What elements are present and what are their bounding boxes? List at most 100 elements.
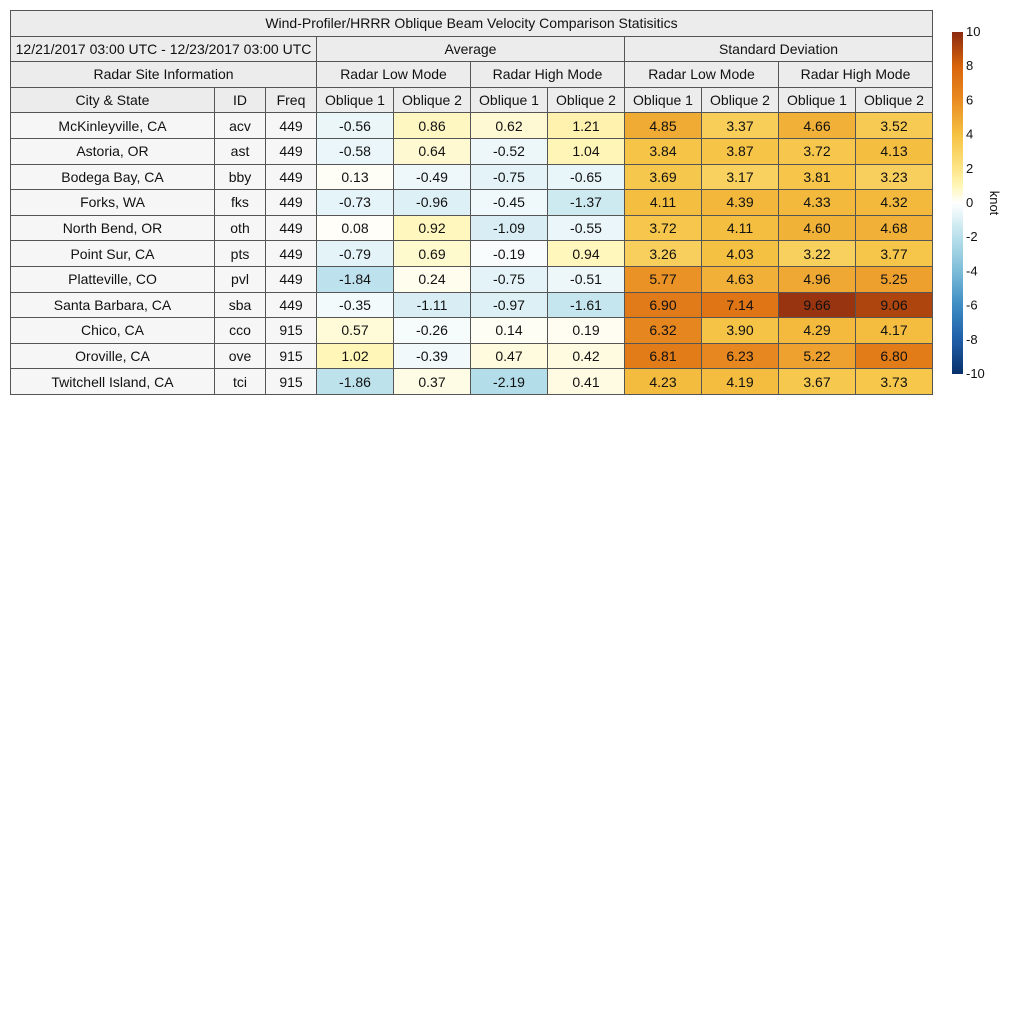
value-cell: 0.37 [393,368,471,395]
colorbar-tick-label: 4 [966,127,973,142]
colorbar-tick-label: 8 [966,58,973,73]
site-city-cell: Astoria, OR [10,137,215,165]
colorbar-tick-label: -4 [966,263,978,278]
value-cell: 3.72 [778,137,856,165]
value-cell: -0.75 [470,265,548,293]
value-cell: -0.52 [470,137,548,165]
value-cell: 0.24 [393,265,471,293]
group-header-row: 12/21/2017 03:00 UTC - 12/23/2017 03:00 … [10,35,933,63]
site-freq-cell: 449 [265,214,317,242]
value-cell: 3.37 [701,112,779,139]
value-cell: 6.32 [624,317,702,344]
value-cell: -0.35 [316,291,394,319]
value-cell: 4.63 [701,265,779,293]
table-row: Platteville, CO pvl 449 -1.84 0.24 -0.75 -0.51… [10,265,933,293]
value-cell: 0.92 [393,214,471,242]
colorbar-tick-label: 0 [966,195,973,210]
site-city-cell: Platteville, CO [10,265,215,293]
value-cell: -0.45 [470,189,548,216]
value-cell: -1.86 [316,368,394,395]
value-cell: 3.81 [778,163,856,191]
value-cell: 5.25 [855,265,933,293]
value-cell: 0.47 [470,342,548,370]
site-city-cell: North Bend, OR [10,214,215,242]
site-id-cell: pvl [214,265,266,293]
table-row: Chico, CA cco 915 0.57 -0.26 0.14 0.19 6.32 3.90… [10,317,933,344]
site-city-cell: Twitchell Island, CA [10,368,215,395]
value-cell: 3.90 [701,317,779,344]
value-cell: 4.11 [701,214,779,242]
value-cell: -0.26 [393,317,471,344]
value-cell: 3.84 [624,137,702,165]
value-cell: 4.32 [855,189,933,216]
value-cell: 4.29 [778,317,856,344]
value-cell: 0.62 [470,112,548,139]
value-cell: 3.73 [855,368,933,395]
site-id-cell: pts [214,240,266,267]
value-cell: 0.08 [316,214,394,242]
value-cell: 3.69 [624,163,702,191]
value-cell: -1.61 [547,291,625,319]
value-cell: 4.13 [855,137,933,165]
value-cell: 4.19 [701,368,779,395]
statistics-table: Wind-Profiler/HRRR Oblique Beam Velocity… [10,10,933,395]
value-cell: 4.96 [778,265,856,293]
title-row: Wind-Profiler/HRRR Oblique Beam Velocity… [10,10,933,37]
colorbar-tick-label: 10 [966,24,980,39]
site-city-cell: McKinleyville, CA [10,112,215,139]
column-header-row: City & State ID Freq Oblique 1 Oblique 2… [10,86,933,114]
site-freq-cell: 915 [265,368,317,395]
colorbar-tick-label: 2 [966,161,973,176]
site-freq-cell: 449 [265,265,317,293]
avg-low-mode-header: Radar Low Mode [316,61,471,88]
site-freq-cell: 915 [265,342,317,370]
value-cell: -0.97 [470,291,548,319]
table-row: Astoria, OR ast 449 -0.58 0.64 -0.52 1.04 3.84 3… [10,137,933,165]
value-cell: 4.85 [624,112,702,139]
value-cell: -0.73 [316,189,394,216]
value-cell: -0.65 [547,163,625,191]
site-freq-cell: 449 [265,291,317,319]
value-cell: 4.68 [855,214,933,242]
table-row: Santa Barbara, CA sba 449 -0.35 -1.11 -0.97 -1… [10,291,933,319]
table-row: Oroville, CA ove 915 1.02 -0.39 0.47 0.42 6.81 6… [10,342,933,370]
value-cell: 7.14 [701,291,779,319]
value-cell: 4.03 [701,240,779,267]
site-city-cell: Bodega Bay, CA [10,163,215,191]
value-cell: 3.17 [701,163,779,191]
table-row: North Bend, OR oth 449 0.08 0.92 -1.09 -0.55 3.… [10,214,933,242]
value-cell: -0.58 [316,137,394,165]
value-cell: 9.66 [778,291,856,319]
site-city-cell: Point Sur, CA [10,240,215,267]
site-id-cell: sba [214,291,266,319]
value-cell: 6.23 [701,342,779,370]
site-id-cell: cco [214,317,266,344]
value-cell: 3.23 [855,163,933,191]
average-header: Average [316,35,625,63]
value-cell: 4.39 [701,189,779,216]
column-header-std-low-oblique-2: Oblique 2 [701,86,779,114]
value-cell: 9.06 [855,291,933,319]
value-cell: -0.19 [470,240,548,267]
std-low-mode-header: Radar Low Mode [624,61,779,88]
colorbar-gradient [952,32,963,374]
value-cell: -0.39 [393,342,471,370]
value-cell: 5.77 [624,265,702,293]
colorbar-tick-label: -2 [966,229,978,244]
site-id-cell: tci [214,368,266,395]
site-id-cell: ove [214,342,266,370]
colorbar-tick-label: -8 [966,332,978,347]
site-freq-cell: 449 [265,189,317,216]
value-cell: 5.22 [778,342,856,370]
site-id-cell: fks [214,189,266,216]
site-freq-cell: 449 [265,137,317,165]
table-row: Forks, WA fks 449 -0.73 -0.96 -0.45 -1.37 4.11 4… [10,189,933,216]
site-freq-cell: 449 [265,240,317,267]
column-header-std-high-oblique-2: Oblique 2 [855,86,933,114]
date-range: 12/21/2017 03:00 UTC - 12/23/2017 03:00 … [10,35,317,63]
value-cell: 0.86 [393,112,471,139]
value-cell: 0.94 [547,240,625,267]
value-cell: 4.11 [624,189,702,216]
value-cell: -0.49 [393,163,471,191]
value-cell: -0.51 [547,265,625,293]
